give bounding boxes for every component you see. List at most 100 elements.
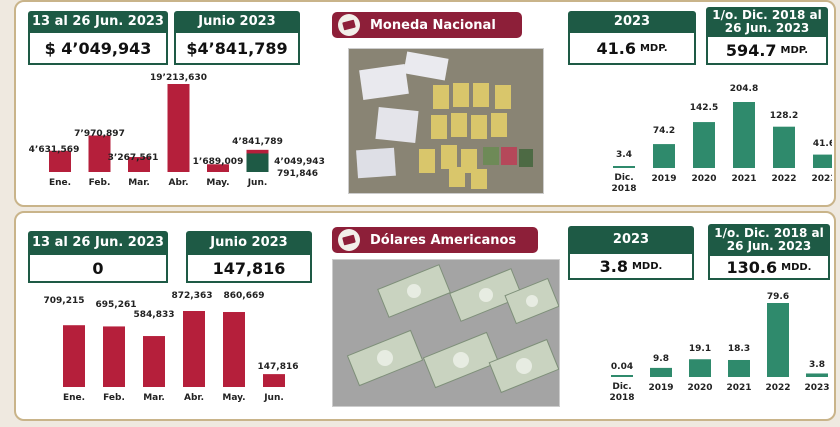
tick-label: Dic. — [612, 382, 631, 392]
total-value: 130.6 — [726, 257, 778, 277]
year-value-box: 3.8 MDD. — [568, 254, 694, 280]
bar — [693, 122, 715, 168]
tick-label: Abr. — [169, 178, 189, 188]
total-value-box: 594.7 MDP. — [706, 37, 828, 65]
data-label: 18.3 — [728, 344, 750, 354]
data-label: 709,215 — [44, 296, 85, 306]
bar — [103, 326, 125, 387]
bar — [128, 157, 150, 172]
data-label: 584,833 — [134, 310, 175, 320]
week-value: 0 — [28, 255, 168, 283]
bar — [63, 325, 85, 387]
tick-label: May. — [206, 178, 229, 188]
month-value: $4’841,789 — [174, 33, 300, 65]
chart-mxn-yearly: 3.4 Dic.2018 74.2 2019 142.5 2020 204.8 2021 128… — [611, 84, 832, 194]
tick-label: 2023 — [811, 174, 832, 184]
year-unit: MDD. — [631, 260, 663, 272]
bar — [183, 311, 205, 387]
total-label-line1: 1/o. Dic. 2018 al — [712, 8, 822, 23]
tick-label: May. — [222, 393, 245, 403]
money-icon — [338, 14, 360, 36]
data-label: 860,669 — [224, 291, 265, 301]
bar — [88, 135, 111, 172]
bar — [207, 164, 229, 172]
week-label: 13 al 26 Jun. 2023 — [28, 231, 168, 255]
year-value: 3.8 — [599, 256, 628, 276]
bar — [733, 102, 755, 168]
tick-label: 2019 — [648, 383, 673, 393]
year-label: 2023 — [568, 11, 696, 33]
data-label: 872,363 — [172, 291, 213, 301]
tick-label: Feb. — [89, 178, 111, 188]
total-unit: MDD. — [781, 261, 812, 273]
bar — [813, 154, 832, 168]
data-label: 19’213,630 — [150, 73, 207, 83]
total-label-line1: 1/o. Dic. 2018 al — [714, 226, 824, 241]
data-label: 204.8 — [730, 84, 758, 94]
tick-label: 2021 — [731, 174, 756, 184]
data-label: 3.8 — [809, 360, 825, 370]
tick-label: Abr. — [184, 393, 204, 403]
section-title-text: Dólares Americanos — [370, 232, 517, 248]
tick-label: 2022 — [765, 383, 790, 393]
month-value: 147,816 — [186, 255, 312, 283]
year-label: 2023 — [568, 226, 694, 254]
panel-moneda-nacional: 13 al 26 Jun. 2023 $ 4’049,943 Junio 202… — [14, 0, 836, 207]
tick-label: Ene. — [49, 178, 71, 188]
chart-usd-monthly: 709,215 Ene. 695,261 Feb. 584,833 Mar. 872,363… — [44, 291, 299, 403]
tick-label: 2020 — [691, 174, 716, 184]
section-title-text: Moneda Nacional — [370, 17, 496, 33]
year-value: 41.6 — [596, 38, 636, 58]
bar — [143, 336, 165, 387]
week-label: 13 al 26 Jun. 2023 — [28, 11, 168, 33]
total-unit: MDP. — [780, 44, 809, 56]
data-label: 3.4 — [616, 150, 632, 160]
data-label: 19.1 — [689, 344, 711, 354]
chart-mxn-monthly: 4’631,569 Ene. 7’970,897 Feb. 3’267,561 Mar. 1… — [29, 73, 325, 188]
tick-label: 2019 — [651, 174, 676, 184]
data-label: 791,846 — [277, 169, 318, 179]
data-label: 128.2 — [770, 111, 798, 121]
panel-dolares-americanos: 13 al 26 Jun. 2023 0 Junio 2023 147,816 … — [14, 211, 836, 421]
total-value: 594.7 — [725, 40, 777, 60]
month-label: Junio 2023 — [174, 11, 300, 33]
tick-label: 2022 — [771, 174, 796, 184]
data-label: 0.04 — [611, 362, 633, 372]
data-label: 79.6 — [767, 292, 789, 302]
bar — [806, 373, 828, 377]
tick-label: 2020 — [687, 383, 712, 393]
tick-label: Jun. — [263, 393, 284, 403]
tick-label: 2023 — [804, 383, 829, 393]
data-label: 74.2 — [653, 126, 675, 136]
tick-label: Mar. — [128, 178, 150, 188]
month-label: Junio 2023 — [186, 231, 312, 255]
data-label: 7’970,897 — [74, 129, 125, 139]
bar — [767, 303, 789, 377]
data-label: 4’841,789 — [232, 137, 283, 147]
bar — [223, 312, 245, 387]
cash-photo-mxn — [348, 48, 544, 194]
total-label-line2: 26 Jun. 2023 — [726, 239, 812, 253]
section-title-mxn: Moneda Nacional — [332, 12, 522, 38]
tick-label: Dic. — [614, 173, 633, 183]
data-label: 147,816 — [258, 362, 299, 372]
tick-label: Mar. — [143, 393, 165, 403]
total-label-line2: 26 Jun. 2023 — [724, 21, 810, 35]
cash-photo-usd — [332, 259, 560, 407]
tick-label: 2018 — [609, 393, 634, 403]
data-label: 4’631,569 — [29, 145, 80, 155]
total-label: 1/o. Dic. 2018 al 26 Jun. 2023 — [708, 224, 830, 256]
bar-overlay — [246, 153, 269, 172]
data-label: 3’267,561 — [108, 153, 159, 163]
bar — [613, 166, 635, 168]
bar — [167, 84, 190, 172]
data-label: 142.5 — [690, 103, 718, 113]
bar — [773, 126, 795, 168]
data-label: 695,261 — [96, 300, 137, 310]
bar — [650, 367, 672, 377]
year-unit: MDP. — [639, 42, 668, 54]
data-label: 9.8 — [653, 354, 669, 364]
total-value-box: 130.6 MDD. — [708, 256, 830, 280]
bar — [728, 359, 750, 377]
tick-label: Ene. — [63, 393, 85, 403]
